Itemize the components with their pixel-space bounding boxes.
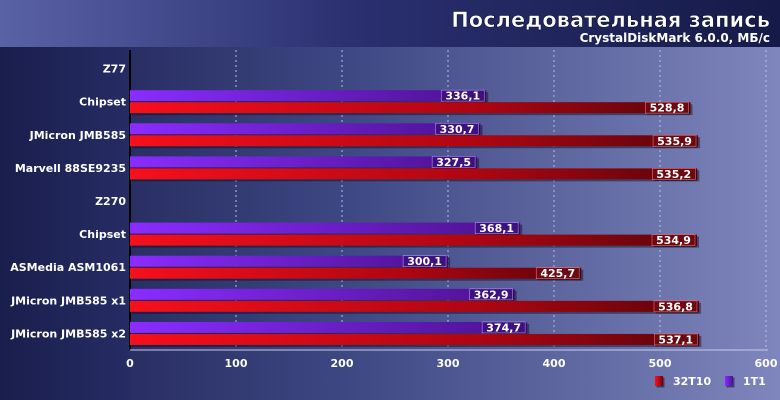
data-label: 362,9 bbox=[474, 288, 509, 301]
x-tick-label: 600 bbox=[755, 357, 778, 370]
bar-1t1 bbox=[130, 255, 449, 267]
category-label: JMicron JMB585 x1 bbox=[10, 294, 126, 307]
bars: 336,1 330,7 327,5 368,1 300,1 362,9 374,7 528,8… bbox=[130, 89, 702, 347]
category-labels: Z77 Chipset JMicron JMB585 Marvell 88SE9235… bbox=[10, 63, 126, 341]
data-label-box bbox=[653, 300, 698, 313]
category-label: Chipset bbox=[79, 228, 126, 241]
bar-32t10 bbox=[130, 102, 691, 114]
category-label: JMicron JMB585 x2 bbox=[10, 327, 126, 340]
data-label: 374,7 bbox=[486, 321, 521, 334]
label-column-background bbox=[0, 0, 130, 400]
category-label: Z77 bbox=[103, 63, 126, 76]
data-label: 537,1 bbox=[658, 333, 693, 346]
data-label: 536,8 bbox=[658, 300, 693, 313]
data-label-box bbox=[535, 267, 580, 280]
chart-subtitle: CrystalDiskMark 6.0.0, МБ/с bbox=[580, 31, 770, 45]
data-label: 368,1 bbox=[479, 222, 514, 235]
bar-32t10 bbox=[130, 234, 697, 246]
x-tick-label: 400 bbox=[543, 357, 566, 370]
bar-1t1 bbox=[130, 222, 521, 234]
data-label: 425,7 bbox=[540, 267, 575, 280]
legend: 32T10 1T1 bbox=[655, 375, 766, 388]
legend-swatch-1t1 bbox=[725, 376, 733, 386]
bar-1t1 bbox=[130, 288, 515, 300]
bar-32t10 bbox=[130, 333, 700, 345]
data-label-box bbox=[431, 156, 476, 168]
data-label-box bbox=[654, 333, 698, 346]
legend-label: 1T1 bbox=[743, 375, 766, 388]
data-label: 535,9 bbox=[657, 135, 692, 148]
bar-32t10 bbox=[130, 267, 582, 279]
data-label-box bbox=[645, 101, 689, 114]
bar-1t1 bbox=[130, 156, 478, 168]
bar-1t1 bbox=[130, 123, 481, 135]
data-label-box bbox=[652, 168, 696, 180]
legend-swatch-32t10 bbox=[655, 376, 663, 386]
x-tick-label: 100 bbox=[225, 357, 248, 370]
data-label: 528,8 bbox=[650, 102, 685, 115]
x-tick-label: 200 bbox=[331, 357, 354, 370]
header-band bbox=[0, 0, 780, 47]
category-label: Z270 bbox=[95, 195, 126, 208]
x-tick-labels: 0 100 200 300 400 500 600 bbox=[126, 357, 778, 370]
data-label-box bbox=[469, 288, 513, 301]
bar-1t1 bbox=[130, 90, 487, 102]
data-label-box bbox=[651, 234, 696, 246]
category-label: JMicron JMB585 bbox=[29, 129, 126, 142]
data-label-box bbox=[435, 122, 479, 135]
bar-32t10 bbox=[130, 300, 700, 312]
data-label: 534,9 bbox=[656, 234, 691, 247]
data-label-box bbox=[474, 222, 519, 234]
data-label: 300,1 bbox=[407, 255, 442, 268]
x-tick-label: 0 bbox=[126, 357, 134, 370]
category-label: ASMedia ASM1061 bbox=[10, 261, 126, 274]
category-label: Chipset bbox=[79, 96, 126, 109]
bar-1t1 bbox=[130, 321, 528, 333]
bar-32t10 bbox=[130, 168, 698, 180]
category-label: Marvell 88SE9235 bbox=[15, 162, 126, 175]
data-label-box bbox=[440, 89, 485, 102]
data-label-box bbox=[481, 321, 526, 334]
x-tick-label: 300 bbox=[437, 357, 460, 370]
data-label: 330,7 bbox=[440, 123, 475, 136]
data-label-box bbox=[402, 255, 447, 268]
chart-title: Последовательная запись bbox=[451, 8, 770, 32]
data-label: 336,1 bbox=[445, 90, 480, 103]
data-label: 535,2 bbox=[656, 168, 691, 181]
data-label: 327,5 bbox=[436, 156, 471, 169]
data-label-box bbox=[652, 134, 697, 147]
legend-label: 32T10 bbox=[673, 375, 711, 388]
bar-32t10 bbox=[130, 135, 699, 147]
x-tick-label: 500 bbox=[649, 357, 672, 370]
